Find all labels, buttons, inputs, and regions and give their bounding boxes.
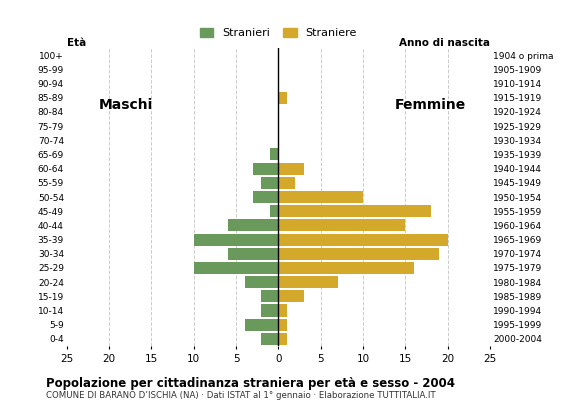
- Bar: [262, 304, 278, 316]
- Bar: [278, 219, 405, 232]
- Bar: [253, 191, 278, 203]
- Bar: [278, 290, 304, 302]
- Bar: [245, 319, 278, 331]
- Text: Femmine: Femmine: [395, 98, 466, 112]
- Bar: [278, 262, 414, 274]
- Bar: [278, 276, 338, 288]
- Legend: Stranieri, Straniere: Stranieri, Straniere: [195, 24, 361, 43]
- Bar: [194, 234, 278, 246]
- Bar: [262, 177, 278, 189]
- Bar: [278, 205, 431, 217]
- Text: Popolazione per cittadinanza straniera per età e sesso - 2004: Popolazione per cittadinanza straniera p…: [46, 377, 455, 390]
- Text: Maschi: Maschi: [99, 98, 153, 112]
- Bar: [278, 191, 363, 203]
- Bar: [278, 333, 287, 345]
- Bar: [270, 205, 278, 217]
- Bar: [253, 162, 278, 175]
- Bar: [227, 248, 278, 260]
- Bar: [278, 92, 287, 104]
- Bar: [278, 319, 287, 331]
- Bar: [278, 248, 439, 260]
- Bar: [278, 177, 295, 189]
- Bar: [194, 262, 278, 274]
- Bar: [278, 304, 287, 316]
- Bar: [278, 234, 448, 246]
- Bar: [270, 148, 278, 160]
- Bar: [262, 333, 278, 345]
- Bar: [245, 276, 278, 288]
- Bar: [262, 290, 278, 302]
- Text: COMUNE DI BARANO D’ISCHIA (NA) · Dati ISTAT al 1° gennaio · Elaborazione TUTTITA: COMUNE DI BARANO D’ISCHIA (NA) · Dati IS…: [46, 391, 436, 400]
- Bar: [227, 219, 278, 232]
- Text: Età: Età: [67, 38, 86, 48]
- Bar: [278, 162, 304, 175]
- Text: Anno di nascita: Anno di nascita: [399, 38, 490, 48]
